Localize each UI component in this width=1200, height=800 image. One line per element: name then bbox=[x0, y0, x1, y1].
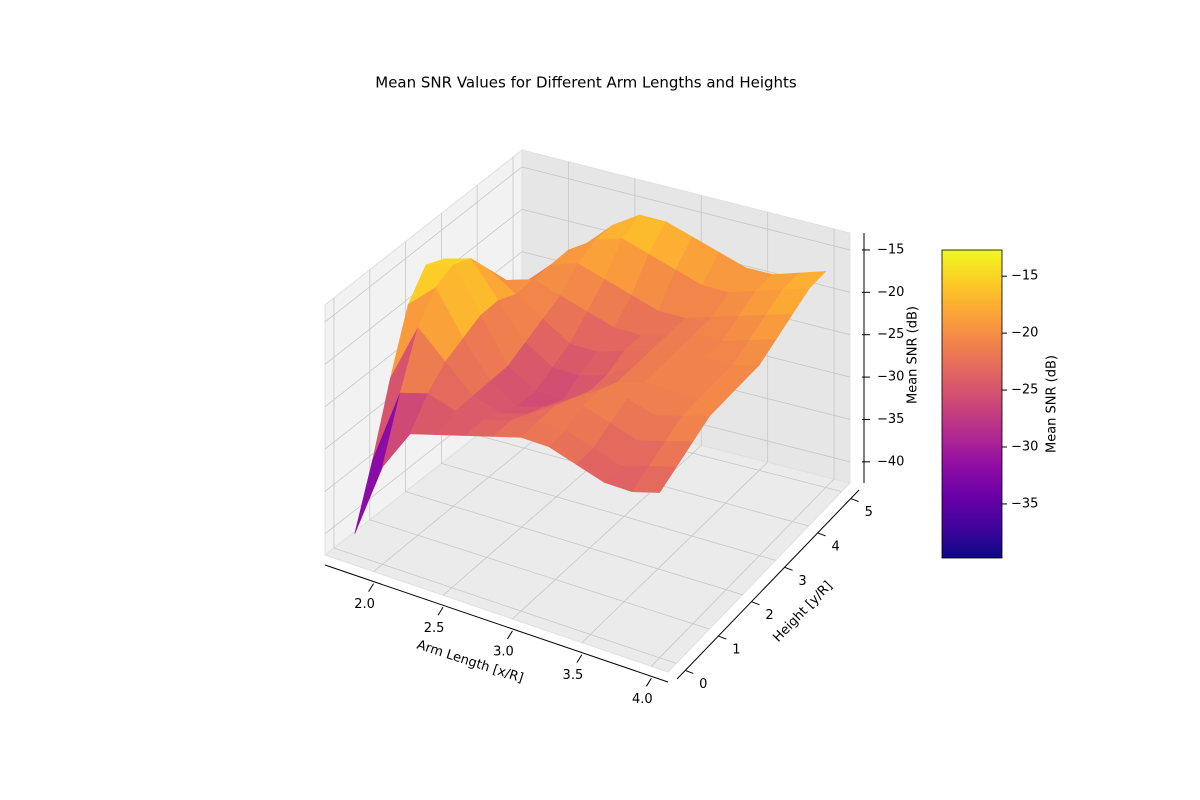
y-tick bbox=[718, 635, 727, 640]
x-tick bbox=[507, 630, 513, 640]
chart-title: Mean SNR Values for Different Arm Length… bbox=[375, 74, 797, 92]
z-tick-label: −20 bbox=[877, 285, 904, 300]
surface-cell bbox=[631, 466, 677, 493]
y-axis-line bbox=[676, 489, 860, 680]
y-tick-label: 3 bbox=[798, 574, 806, 589]
grid-line bbox=[324, 166, 523, 323]
grid-line bbox=[521, 166, 851, 251]
z-tick-label: −25 bbox=[877, 327, 904, 342]
y-tick bbox=[784, 566, 793, 571]
y-tick-label: 1 bbox=[732, 643, 740, 658]
y-tick bbox=[685, 669, 694, 674]
grid-line bbox=[333, 547, 677, 664]
colorbar bbox=[941, 249, 1003, 559]
colorbar-tick-label: −35 bbox=[1011, 496, 1038, 511]
grid-line bbox=[405, 491, 743, 596]
colorbar-tick-label: −30 bbox=[1011, 439, 1038, 454]
axes: 2.0 2.5 3.0 3.5 4.0 0 1 2 3 4 5 −40 −35 −30 −25 −20 −15 bbox=[324, 233, 904, 707]
grid-line bbox=[441, 463, 776, 561]
y-tick-label: 4 bbox=[831, 539, 839, 554]
z-axis-label: Mean SNR (dB) bbox=[906, 306, 921, 404]
x-tick bbox=[645, 678, 652, 687]
x-tick-label: 2.0 bbox=[354, 597, 375, 612]
grid-line bbox=[581, 461, 768, 643]
grid-line bbox=[369, 519, 710, 630]
x-tick-label: 4.0 bbox=[632, 692, 653, 707]
x-tick bbox=[368, 583, 375, 592]
x-tick bbox=[576, 654, 583, 663]
y-tick-label: 0 bbox=[699, 677, 707, 692]
grid-line bbox=[651, 478, 835, 667]
y-tick-label: 5 bbox=[865, 505, 873, 520]
z-tick-label: −35 bbox=[877, 412, 904, 427]
colorbar-tick-label: −20 bbox=[1011, 326, 1038, 341]
surface bbox=[354, 214, 827, 534]
y-tick bbox=[817, 532, 826, 537]
colorbar-tick-label: −25 bbox=[1011, 383, 1038, 398]
y-tick-label: 2 bbox=[765, 608, 773, 623]
x-axis-line bbox=[324, 564, 669, 683]
x-tick-label: 3.5 bbox=[563, 668, 584, 683]
y-tick bbox=[850, 498, 859, 503]
colorbar-tick-label: −15 bbox=[1011, 269, 1038, 284]
y-tick bbox=[751, 601, 760, 606]
z-tick-label: −40 bbox=[877, 454, 904, 469]
x-tick-label: 2.5 bbox=[424, 621, 445, 636]
z-tick-label: −30 bbox=[877, 370, 904, 385]
x-tick-label: 3.0 bbox=[493, 644, 514, 659]
colorbar-label: Mean SNR (dB) bbox=[1045, 355, 1060, 453]
z-tick-label: −15 bbox=[877, 242, 904, 257]
x-tick bbox=[437, 606, 444, 616]
